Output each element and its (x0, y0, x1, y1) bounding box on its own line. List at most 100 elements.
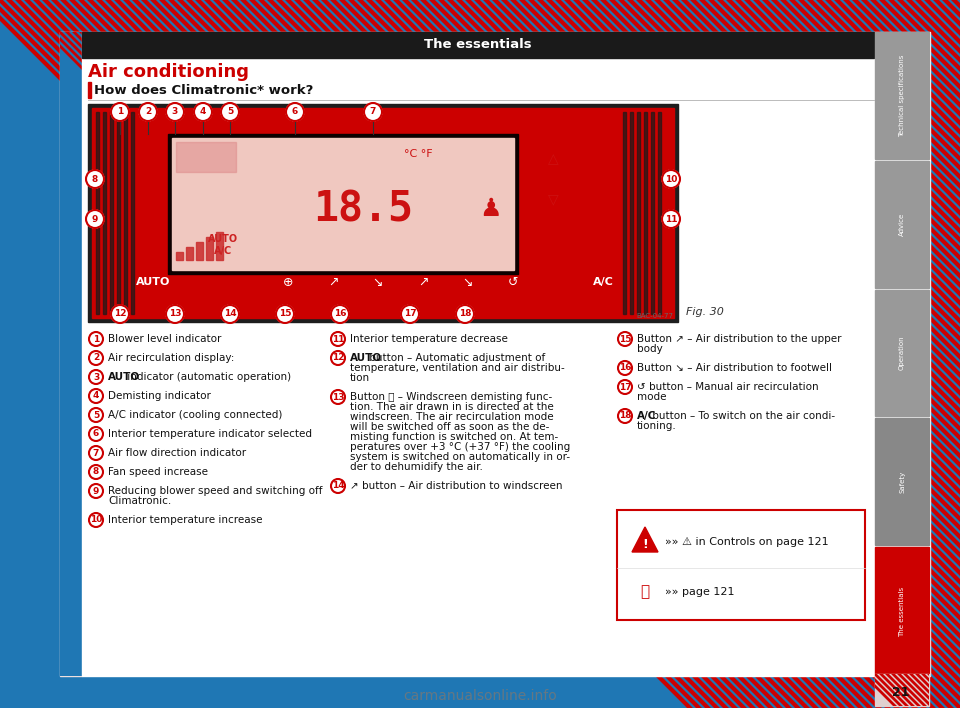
Text: 15: 15 (619, 334, 632, 343)
Text: Blower level indicator: Blower level indicator (108, 334, 222, 344)
Circle shape (331, 351, 345, 365)
Circle shape (89, 332, 103, 346)
Bar (651, 112, 654, 314)
Text: Interior temperature indicator selected: Interior temperature indicator selected (108, 429, 312, 439)
Bar (875, 290, 929, 416)
Text: Safety: Safety (899, 471, 905, 493)
Bar (92, 108, 674, 318)
Text: 18.5: 18.5 (313, 188, 413, 230)
Text: will be switched off as soon as the de-: will be switched off as soon as the de- (350, 422, 549, 432)
Text: 17: 17 (618, 382, 632, 392)
Text: misting function is switched on. At tem-: misting function is switched on. At tem- (350, 432, 559, 442)
Circle shape (276, 305, 294, 323)
Circle shape (662, 210, 680, 228)
Text: !: ! (642, 537, 648, 551)
Text: °C °F: °C °F (404, 149, 432, 159)
Bar (206, 237, 213, 260)
Text: button – Automatic adjustment of: button – Automatic adjustment of (366, 353, 545, 363)
Bar (176, 142, 236, 172)
Circle shape (618, 332, 632, 346)
Text: 3: 3 (93, 372, 99, 382)
Bar (60, 32, 82, 676)
Text: 1: 1 (117, 108, 123, 117)
Text: tioning.: tioning. (637, 421, 677, 431)
Bar (623, 112, 626, 314)
Text: ↘: ↘ (372, 275, 383, 288)
Circle shape (286, 103, 304, 121)
Circle shape (166, 305, 184, 323)
Text: »» page 121: »» page 121 (665, 587, 734, 597)
Circle shape (221, 305, 239, 323)
Circle shape (86, 170, 104, 188)
Text: AUTO: AUTO (208, 234, 238, 244)
Circle shape (89, 408, 103, 422)
Text: »» ⚠ in Controls on page 121: »» ⚠ in Controls on page 121 (665, 537, 828, 547)
Text: 18: 18 (619, 411, 632, 421)
Circle shape (331, 390, 345, 404)
Text: button – To switch on the air condi-: button – To switch on the air condi- (649, 411, 835, 421)
Circle shape (111, 305, 129, 323)
Text: 16: 16 (619, 363, 632, 372)
Text: 10: 10 (90, 515, 102, 525)
Text: der to dehumidify the air.: der to dehumidify the air. (350, 462, 483, 472)
Bar (658, 112, 661, 314)
Circle shape (364, 103, 382, 121)
Text: A/C: A/C (637, 411, 657, 421)
Circle shape (89, 446, 103, 460)
Circle shape (139, 103, 157, 121)
Circle shape (89, 389, 103, 403)
Text: carmanualsonline.info: carmanualsonline.info (403, 689, 557, 703)
Bar (196, 242, 203, 260)
Text: 14: 14 (332, 481, 345, 491)
Text: 15: 15 (278, 309, 291, 319)
Text: ↗: ↗ (327, 275, 338, 288)
Bar (875, 547, 929, 676)
Circle shape (89, 370, 103, 384)
Text: 9: 9 (92, 215, 98, 224)
Text: mode: mode (637, 392, 666, 402)
Text: windscreen. The air recirculation mode: windscreen. The air recirculation mode (350, 412, 554, 422)
Circle shape (89, 351, 103, 365)
Text: 2: 2 (145, 108, 151, 117)
Text: 18: 18 (459, 309, 471, 319)
Text: Fan speed increase: Fan speed increase (108, 467, 208, 477)
Bar (82, 32, 874, 676)
Bar (117, 112, 120, 314)
Text: peratures over +3 °C (+37 °F) the cooling: peratures over +3 °C (+37 °F) the coolin… (350, 442, 570, 452)
Text: Interior temperature increase: Interior temperature increase (108, 515, 262, 525)
Text: tion: tion (350, 373, 371, 383)
Text: ↘: ↘ (463, 275, 473, 288)
Text: △: △ (548, 152, 559, 166)
Text: 10: 10 (665, 174, 677, 183)
Text: 6: 6 (292, 108, 299, 117)
Circle shape (194, 103, 212, 121)
Text: ↺: ↺ (508, 275, 518, 288)
Bar (630, 112, 633, 314)
Circle shape (456, 305, 474, 323)
Text: 9: 9 (93, 486, 99, 496)
Text: 12: 12 (113, 309, 127, 319)
Text: Operation: Operation (899, 336, 905, 370)
Text: 5: 5 (227, 108, 233, 117)
Circle shape (89, 427, 103, 441)
Text: system is switched on automatically in or-: system is switched on automatically in o… (350, 452, 570, 462)
Circle shape (86, 210, 104, 228)
Bar (874, 32, 930, 676)
Text: ▽: ▽ (548, 192, 559, 206)
Text: 13: 13 (169, 309, 181, 319)
Text: 7: 7 (370, 108, 376, 117)
Text: Air recirculation display:: Air recirculation display: (108, 353, 234, 363)
Text: Fig. 30: Fig. 30 (686, 307, 724, 317)
Circle shape (331, 332, 345, 346)
Circle shape (331, 479, 345, 493)
Text: 2: 2 (93, 353, 99, 362)
Circle shape (89, 465, 103, 479)
Circle shape (89, 513, 103, 527)
Text: ↗ button – Air distribution to windscreen: ↗ button – Air distribution to windscree… (350, 481, 563, 491)
Circle shape (111, 103, 129, 121)
Text: 3: 3 (172, 108, 179, 117)
Text: ♟: ♟ (479, 197, 501, 221)
Text: Advice: Advice (899, 212, 905, 236)
Bar (875, 161, 929, 287)
Bar (875, 674, 929, 706)
